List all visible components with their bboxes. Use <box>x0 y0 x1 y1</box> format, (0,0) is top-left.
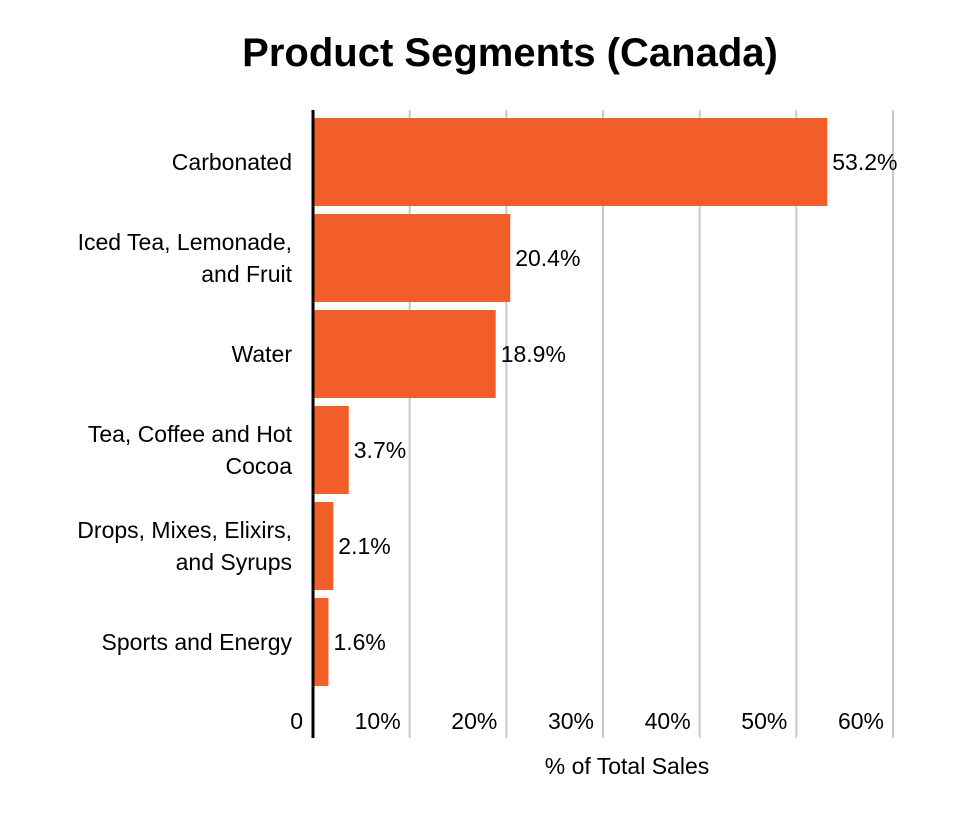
category-label: Water <box>232 341 293 367</box>
category-label-line: Cocoa <box>226 453 293 479</box>
value-label: 2.1% <box>338 533 390 559</box>
x-tick-label: 10% <box>355 708 401 734</box>
bar <box>314 502 334 590</box>
x-tick-labels: 0 10% 20% 30% 40% 50% 60% <box>290 708 884 734</box>
chart-title: Product Segments (Canada) <box>242 31 778 75</box>
bar <box>314 214 511 302</box>
category-label: Iced Tea, Lemonade, and Fruit <box>78 229 293 287</box>
category-labels: Carbonated Iced Tea, Lemonade, and Fruit Wa… <box>77 149 292 655</box>
value-label: 20.4% <box>515 245 580 271</box>
x-axis-title: % of Total Sales <box>545 753 710 779</box>
bar <box>314 406 349 494</box>
value-label: 18.9% <box>501 341 566 367</box>
category-label-line: Iced Tea, Lemonade, <box>78 229 292 255</box>
value-labels: 53.2% 20.4% 18.9% 3.7% 2.1% 1.6% <box>333 149 897 655</box>
x-tick-label: 20% <box>451 708 497 734</box>
bar <box>314 118 828 206</box>
category-label: Carbonated <box>172 149 292 175</box>
value-label: 1.6% <box>333 629 385 655</box>
bar <box>314 310 496 398</box>
bars <box>314 118 828 686</box>
bar <box>314 598 329 686</box>
category-label: Drops, Mixes, Elixirs, and Syrups <box>77 517 292 575</box>
x-tick-label: 0 <box>290 708 303 734</box>
category-label-line: Drops, Mixes, Elixirs, <box>77 517 292 543</box>
category-label: Tea, Coffee and Hot Cocoa <box>88 421 293 479</box>
category-label-line: and Syrups <box>176 549 292 575</box>
category-label-line: Tea, Coffee and Hot <box>88 421 293 447</box>
value-label: 3.7% <box>354 437 406 463</box>
value-label: 53.2% <box>832 149 897 175</box>
x-tick-label: 40% <box>645 708 691 734</box>
category-label-line: and Fruit <box>201 261 292 287</box>
x-tick-label: 60% <box>838 708 884 734</box>
category-label-line: Water <box>232 341 293 367</box>
category-label-line: Carbonated <box>172 149 292 175</box>
x-tick-label: 30% <box>548 708 594 734</box>
x-tick-label: 50% <box>741 708 787 734</box>
category-label: Sports and Energy <box>101 629 292 655</box>
category-label-line: Sports and Energy <box>101 629 292 655</box>
